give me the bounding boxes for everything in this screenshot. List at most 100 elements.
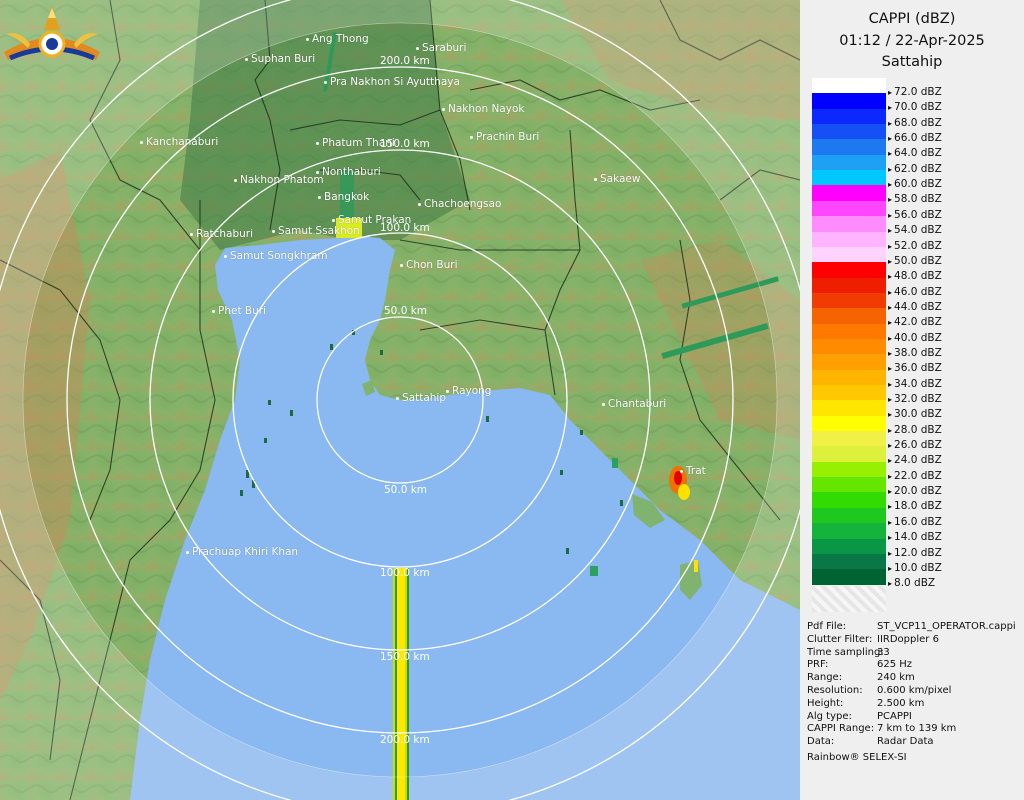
scale-label: 70.0 dBZ (888, 101, 942, 114)
scale-label: 32.0 dBZ (888, 393, 942, 406)
scale-swatch (812, 154, 886, 171)
place-label: Phatum Thani (316, 137, 395, 149)
scale-label: 54.0 dBZ (888, 224, 942, 237)
island (632, 494, 665, 528)
scale-swatch (812, 231, 886, 248)
scale-swatch (812, 492, 886, 509)
place-label: Kanchanaburi (140, 136, 218, 148)
info-key: PRF: (807, 659, 829, 671)
info-value: IIRDoppler 6 (877, 633, 939, 645)
scale-swatch (812, 216, 886, 232)
place-label: Saraburi (416, 42, 466, 54)
station-name: Sattahip (881, 54, 943, 70)
scale-swatch (812, 477, 886, 493)
place-label: Pra Nakhon Si Ayutthaya (324, 76, 460, 88)
scale-swatch (812, 108, 886, 125)
place-label: Ang Thong (306, 33, 369, 45)
radar-map: 50.0 km 100.0 km 150.0 km 200.0 km 50.0 … (0, 0, 800, 800)
range-ring-50 (316, 316, 484, 484)
scale-label: 60.0 dBZ (888, 178, 942, 191)
scale-swatch (812, 308, 886, 325)
ring-label-50-south: 50.0 km (384, 484, 428, 496)
place-label: Samut Songkhram (224, 250, 328, 262)
info-row: Clutter Filter: IIRDoppler 6 (807, 634, 1021, 647)
scale-label: 68.0 dBZ (888, 117, 942, 130)
scale-swatch (812, 93, 886, 110)
info-value: Radar Data (877, 736, 934, 748)
range-ring-150 (149, 149, 651, 651)
info-key: Pdf File: (807, 621, 847, 632)
scale-label: 58.0 dBZ (888, 193, 942, 206)
scale-swatch (812, 323, 886, 340)
info-row: Data: Radar Data (807, 736, 1021, 749)
info-row: Height: 2.500 km (807, 698, 1021, 711)
scale-label: 64.0 dBZ (888, 147, 942, 160)
place-label: Nakhon Phatom (234, 174, 324, 186)
scale-label: 66.0 dBZ (888, 132, 942, 145)
place-label: Samut Prakan (332, 214, 411, 226)
scale-swatch (812, 385, 886, 401)
info-row: Alg type: PCAPPI (807, 711, 1021, 724)
place-label: Ratchaburi (190, 228, 253, 240)
scale-swatch (812, 262, 886, 279)
product-title: CAPPI (dBZ) (868, 11, 956, 27)
scale-swatch (812, 292, 886, 309)
scale-label: 10.0 dBZ (888, 562, 942, 575)
scale-label: 28.0 dBZ (888, 424, 942, 437)
scale-swatch (812, 446, 886, 463)
place-label: Prachuap Khiri Khan (186, 546, 298, 558)
info-key: Clutter Filter: (807, 633, 873, 645)
scale-swatch (812, 538, 886, 555)
island (362, 380, 375, 396)
info-row: CAPPI Range: 7 km to 139 km (807, 723, 1021, 736)
scale-label: 16.0 dBZ (888, 516, 942, 529)
scale-label: 18.0 dBZ (888, 500, 942, 513)
place-label: Sakaew (594, 173, 640, 185)
place-label: Nakhon Nayok (442, 103, 524, 115)
info-key: Data: (807, 736, 835, 748)
scale-label: 8.0 dBZ (888, 577, 935, 590)
scale-label: 22.0 dBZ (888, 470, 942, 483)
info-key: Resolution: (807, 684, 863, 696)
place-label: Phet Buri (212, 305, 266, 317)
place-label: Sattahip (396, 392, 446, 404)
scale-label: 12.0 dBZ (888, 547, 942, 560)
gulf-of-thailand (130, 236, 800, 800)
scale-label: 46.0 dBZ (888, 286, 942, 299)
info-row: PRF: 625 Hz (807, 659, 1021, 672)
info-key: Time sampling: (807, 646, 884, 658)
ring-label-100-south: 100.0 km (380, 567, 430, 579)
vendor-credit: Rainbow® SELEX-SI (807, 752, 907, 763)
scale-swatch (812, 200, 886, 217)
info-value: 625 Hz (877, 659, 913, 671)
info-key: Range: (807, 672, 843, 684)
place-label: Chon Buri (400, 259, 458, 271)
scale-label: 42.0 dBZ (888, 316, 942, 329)
info-value: 2.500 km (877, 697, 925, 709)
scale-swatch (812, 139, 886, 156)
info-row: Time sampling: 33 (807, 647, 1021, 660)
place-label: Nonthaburi (316, 166, 381, 178)
scale-label: 52.0 dBZ (888, 240, 942, 253)
ring-label-150-south: 150.0 km (380, 651, 430, 663)
scale-swatch (812, 507, 886, 524)
info-row: Pdf File: ST_VCP11_OPERATOR.cappi (807, 621, 1021, 634)
scale-label: 72.0 dBZ (888, 86, 942, 99)
scale-swatch (812, 553, 886, 570)
scale-label: 34.0 dBZ (888, 378, 942, 391)
scale-label: 20.0 dBZ (888, 485, 942, 498)
scale-label: 30.0 dBZ (888, 408, 942, 421)
info-value: PCAPPI (877, 710, 912, 722)
scale-label: 38.0 dBZ (888, 347, 942, 360)
place-label: Chachoengsao (418, 198, 501, 210)
western-highlands (0, 150, 90, 700)
northeast-highlands (560, 0, 800, 120)
info-key: Height: (807, 697, 844, 709)
scale-label: 44.0 dBZ (888, 301, 942, 314)
scale-label: 56.0 dBZ (888, 209, 942, 222)
info-key: Alg type: (807, 710, 852, 722)
info-value: 0.600 km/pixel (877, 684, 952, 696)
place-label: Chantaburi (602, 398, 666, 410)
scale-label: 14.0 dBZ (888, 531, 942, 544)
scale-swatch (812, 354, 886, 371)
